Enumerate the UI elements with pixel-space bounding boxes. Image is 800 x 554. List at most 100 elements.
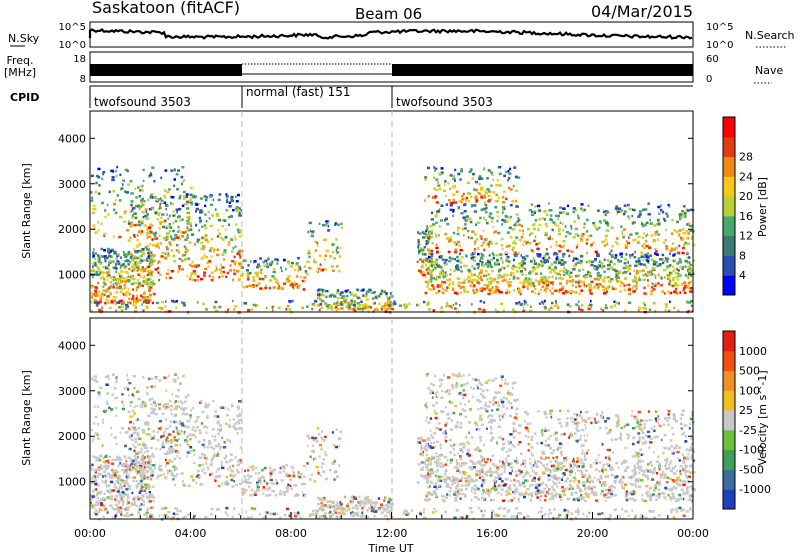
velocity-echo [221, 436, 223, 440]
power-echo [533, 239, 536, 243]
velocity-echo [585, 480, 590, 484]
power-echo [164, 169, 168, 172]
velocity-echo [164, 403, 168, 406]
power-echo [133, 233, 136, 237]
velocity-echo [94, 469, 97, 472]
power-echo [115, 169, 117, 173]
power-echo [613, 300, 616, 303]
power-echo [388, 302, 392, 306]
velocity-echo [321, 462, 325, 465]
power-echo [559, 282, 562, 285]
power-echo [585, 238, 589, 241]
power-echo [463, 279, 466, 282]
power-echo [681, 237, 685, 241]
power-echo [461, 198, 465, 201]
power-echo [98, 255, 100, 258]
power-echo [466, 290, 469, 294]
power-echo [468, 199, 471, 202]
velocity-echo [231, 475, 235, 478]
power-echo [297, 269, 300, 273]
power-echo [276, 258, 279, 262]
power-echo [195, 224, 197, 227]
power-echo [131, 257, 134, 260]
power-echo [421, 265, 424, 269]
velocity-echo [535, 465, 539, 468]
velocity-echo [150, 455, 154, 458]
power-echo [353, 294, 356, 298]
velocity-echo [132, 503, 136, 506]
velocity-echo [461, 492, 465, 496]
velocity-echo [141, 456, 144, 459]
power-echo [665, 245, 669, 248]
power-echo [487, 190, 492, 193]
power-echo [655, 250, 658, 253]
velocity-echo [122, 403, 125, 407]
power-echo [130, 253, 133, 257]
velocity-echo [317, 469, 320, 473]
power-echo [557, 224, 560, 228]
power-echo [602, 309, 605, 312]
power-echo [122, 179, 125, 182]
power-echo [376, 308, 380, 312]
power-echo [358, 307, 362, 311]
velocity-echo [549, 470, 553, 474]
velocity-echo [615, 493, 617, 497]
velocity-echo [326, 505, 330, 508]
power-echo [633, 255, 637, 259]
power-echo [95, 291, 97, 295]
power-echo [522, 306, 525, 309]
power-echo [466, 196, 468, 200]
power-echo [661, 290, 663, 294]
power-echo [593, 223, 596, 226]
power-echo [446, 278, 450, 282]
power-echo [440, 269, 443, 273]
velocity-echo [672, 480, 676, 483]
power-echo [115, 309, 118, 312]
power-echo [457, 172, 461, 176]
power-echo [495, 287, 499, 290]
velocity-echo [92, 476, 95, 479]
velocity-echo [104, 474, 107, 478]
power-echo [109, 281, 112, 284]
power-echo [154, 211, 158, 214]
power-echo [258, 277, 261, 281]
power-echo [214, 208, 217, 211]
power-echo [536, 266, 539, 269]
power-echo [106, 278, 109, 282]
power-echo [452, 185, 456, 189]
power-echo [590, 305, 592, 309]
velocity-echo [536, 496, 539, 499]
velocity-echo [104, 462, 107, 465]
power-echo [114, 302, 117, 306]
velocity-echo [125, 459, 128, 463]
power-echo [179, 219, 182, 222]
power-echo [134, 305, 137, 308]
power-echo [456, 259, 459, 263]
velocity-echo [263, 477, 266, 480]
power-echo [141, 259, 144, 263]
power-echo [545, 278, 548, 281]
power-echo [674, 246, 678, 250]
velocity-echo [124, 482, 126, 485]
velocity-echo [257, 477, 260, 481]
power-echo [692, 243, 696, 247]
velocity-echo [220, 464, 223, 467]
power-echo [132, 255, 136, 258]
velocity-echo [428, 445, 432, 448]
velocity-echo [170, 472, 174, 475]
power-echo [515, 205, 519, 208]
power-echo [236, 228, 240, 232]
power-echo [463, 234, 465, 237]
velocity-echo [92, 488, 96, 492]
power-echo [290, 281, 294, 285]
velocity-echo [456, 481, 459, 484]
power-echo [587, 270, 589, 274]
power-echo [114, 267, 118, 270]
velocity-echo [504, 498, 506, 502]
power-echo [469, 279, 473, 282]
power-echo [301, 279, 305, 283]
power-echo [512, 246, 515, 249]
velocity-echo [128, 468, 131, 471]
power-echo [496, 219, 499, 223]
velocity-echo [336, 501, 339, 505]
